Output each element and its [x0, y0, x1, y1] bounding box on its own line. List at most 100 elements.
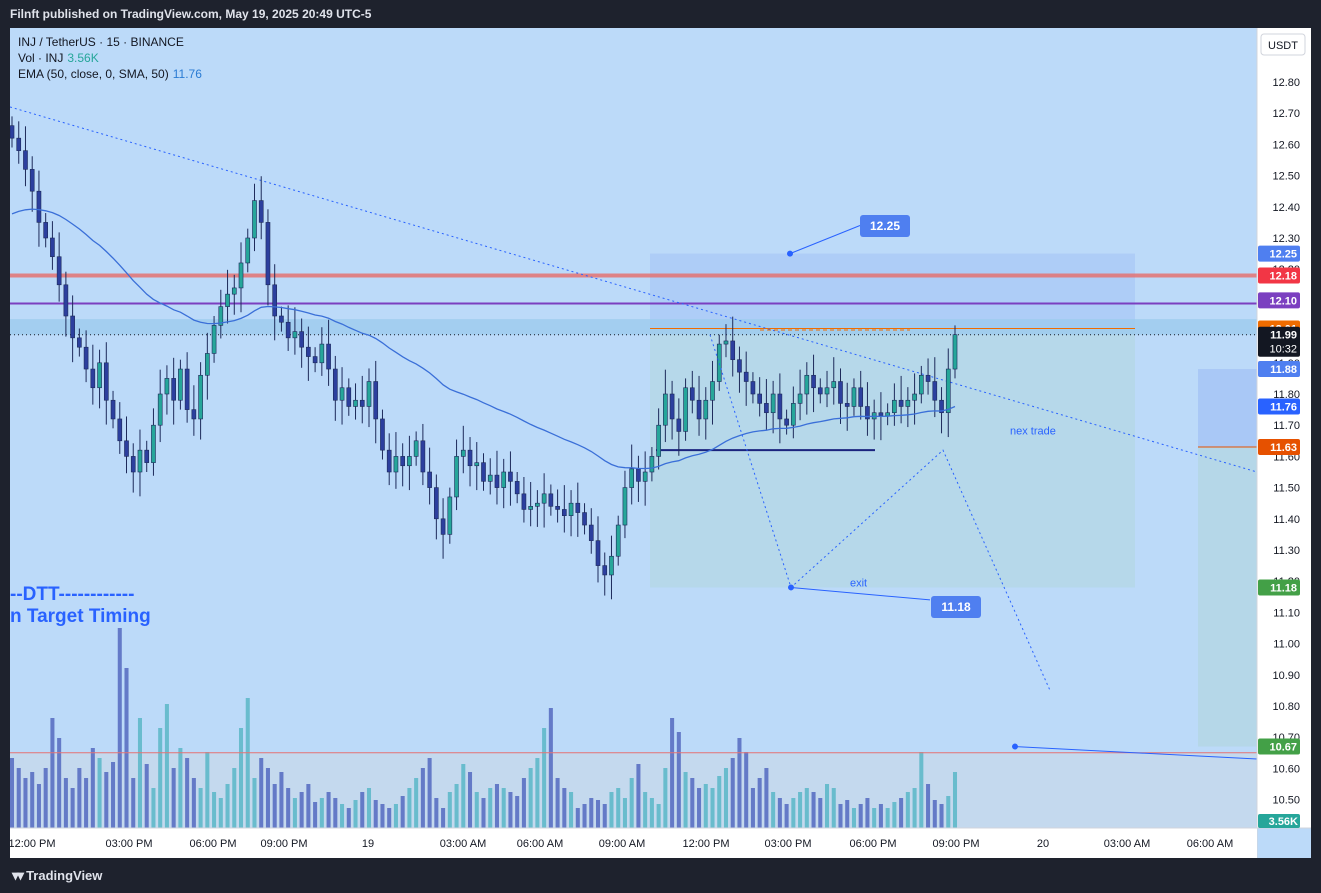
volume-bar — [434, 798, 439, 828]
price-label-text: 12.18 — [1269, 270, 1297, 282]
price-label-text: 11.76 — [1270, 401, 1297, 413]
volume-bar — [393, 804, 398, 828]
candle-body — [359, 399, 365, 407]
chart-frame[interactable]: 12.25 11.18 exit nex trade 12.80 12.70 12.60 1… — [10, 28, 1311, 858]
tradingview-logo[interactable]: ▾▾ TradingView — [12, 867, 102, 884]
candle-body — [467, 449, 473, 467]
volume-bar — [474, 792, 479, 828]
candle-body — [945, 368, 951, 414]
candle-body — [184, 368, 190, 410]
exit-text: exit — [850, 577, 867, 589]
candle-body — [319, 343, 325, 364]
candle-body — [43, 222, 48, 239]
dtt-watermark: --DTT------------ n Target Timing — [10, 584, 151, 628]
volume-bar — [151, 788, 156, 828]
volume-bar — [548, 708, 553, 828]
price-tick-label: 11.10 — [1273, 607, 1300, 619]
volume-bar — [501, 788, 506, 828]
candle-body — [157, 393, 163, 426]
volume-bar — [858, 804, 863, 828]
candle-body — [851, 387, 857, 407]
volume-bar — [730, 758, 735, 828]
target-zone — [650, 253, 1135, 329]
volume-bar — [535, 758, 540, 828]
tradingview-logo-icon: ▾▾ — [12, 867, 24, 883]
exit-callout-line — [790, 586, 931, 601]
candle-body — [878, 412, 884, 417]
candle-body — [683, 387, 688, 432]
volume-bar — [717, 776, 722, 828]
legend-ema[interactable]: EMA (50, close, 0, SMA, 50) 11.76 — [18, 67, 202, 81]
price-chart[interactable]: 12.25 11.18 exit nex trade 12.80 12.70 12.60 1… — [10, 28, 1311, 858]
volume-bar — [131, 778, 136, 828]
candle-body — [743, 371, 749, 382]
volume-bar — [245, 698, 250, 828]
candle-body — [272, 284, 278, 317]
volume-bar — [777, 798, 782, 828]
volume-bar — [703, 784, 708, 828]
volume-bar — [757, 778, 762, 828]
volume-bar — [90, 748, 95, 828]
exit-callout: 11.18 — [931, 596, 981, 618]
volume-bar — [373, 800, 378, 828]
volume-bar — [43, 768, 48, 828]
volume-bar — [30, 772, 35, 828]
price-label-text: 11.88 — [1270, 364, 1297, 376]
price-label-box — [1258, 439, 1300, 456]
candle-body — [804, 374, 810, 395]
candle-body — [265, 222, 271, 286]
candle-body — [279, 315, 284, 323]
time-tick-label: 03:00 AM — [440, 838, 486, 850]
volume-bar — [70, 788, 75, 828]
price-axis[interactable] — [1257, 28, 1311, 828]
volume-bar — [232, 768, 237, 828]
candle-body — [117, 418, 123, 442]
volume-bar — [845, 800, 850, 828]
price-label: 11.88 — [1258, 361, 1300, 378]
candle-body — [750, 381, 756, 395]
candle-body — [211, 325, 217, 354]
price-label-box — [1258, 267, 1300, 284]
candle-body — [16, 137, 22, 151]
candle-body — [23, 150, 28, 170]
legend-volume[interactable]: Vol · INJ 3.56K — [18, 51, 99, 65]
candle-body — [696, 399, 702, 420]
candle-body — [885, 412, 890, 417]
candle-body — [595, 540, 601, 566]
candle-body — [366, 381, 372, 407]
candle-body — [811, 374, 816, 389]
volume-bar — [50, 718, 55, 828]
legend-symbol[interactable]: INJ / TetherUS · 15 · BINANCE — [18, 35, 184, 49]
candle-body — [137, 449, 143, 473]
volume-bar — [744, 752, 749, 828]
volume-bar — [16, 768, 21, 828]
price-label: 11.63 — [1258, 439, 1300, 456]
volume-bar — [622, 798, 627, 828]
currency-button[interactable]: USDT — [1260, 33, 1306, 56]
projection-path — [709, 334, 1051, 691]
volume-bar — [885, 808, 890, 828]
time-tick-label: 12:00 PM — [682, 838, 729, 850]
price-label: 10.67 — [1258, 738, 1300, 755]
volume-bar — [10, 758, 15, 828]
volume-bar — [326, 792, 331, 828]
candle-body — [568, 502, 574, 516]
candle-body — [83, 346, 89, 370]
candle-body — [29, 169, 35, 192]
price-tick-label: 12.40 — [1272, 202, 1300, 214]
drawings: 12.25 11.18 exit nex trade — [709, 215, 1258, 760]
volume-bar — [521, 778, 526, 828]
volume-bar — [272, 784, 277, 828]
volume-bar — [313, 802, 318, 828]
time-tick-label: 12:00 PM — [10, 838, 56, 850]
price-tick-label: 12.50 — [1272, 171, 1300, 183]
time-axis[interactable] — [10, 828, 1257, 858]
candle-body — [548, 493, 554, 507]
time-tick-label: 09:00 AM — [599, 838, 645, 850]
price-tick-label: 10.80 — [1272, 701, 1300, 713]
candle-body — [386, 449, 392, 473]
target-callout-line — [789, 225, 861, 255]
candle-body — [231, 287, 237, 295]
candle-body — [326, 343, 331, 370]
candle-body — [791, 403, 796, 426]
